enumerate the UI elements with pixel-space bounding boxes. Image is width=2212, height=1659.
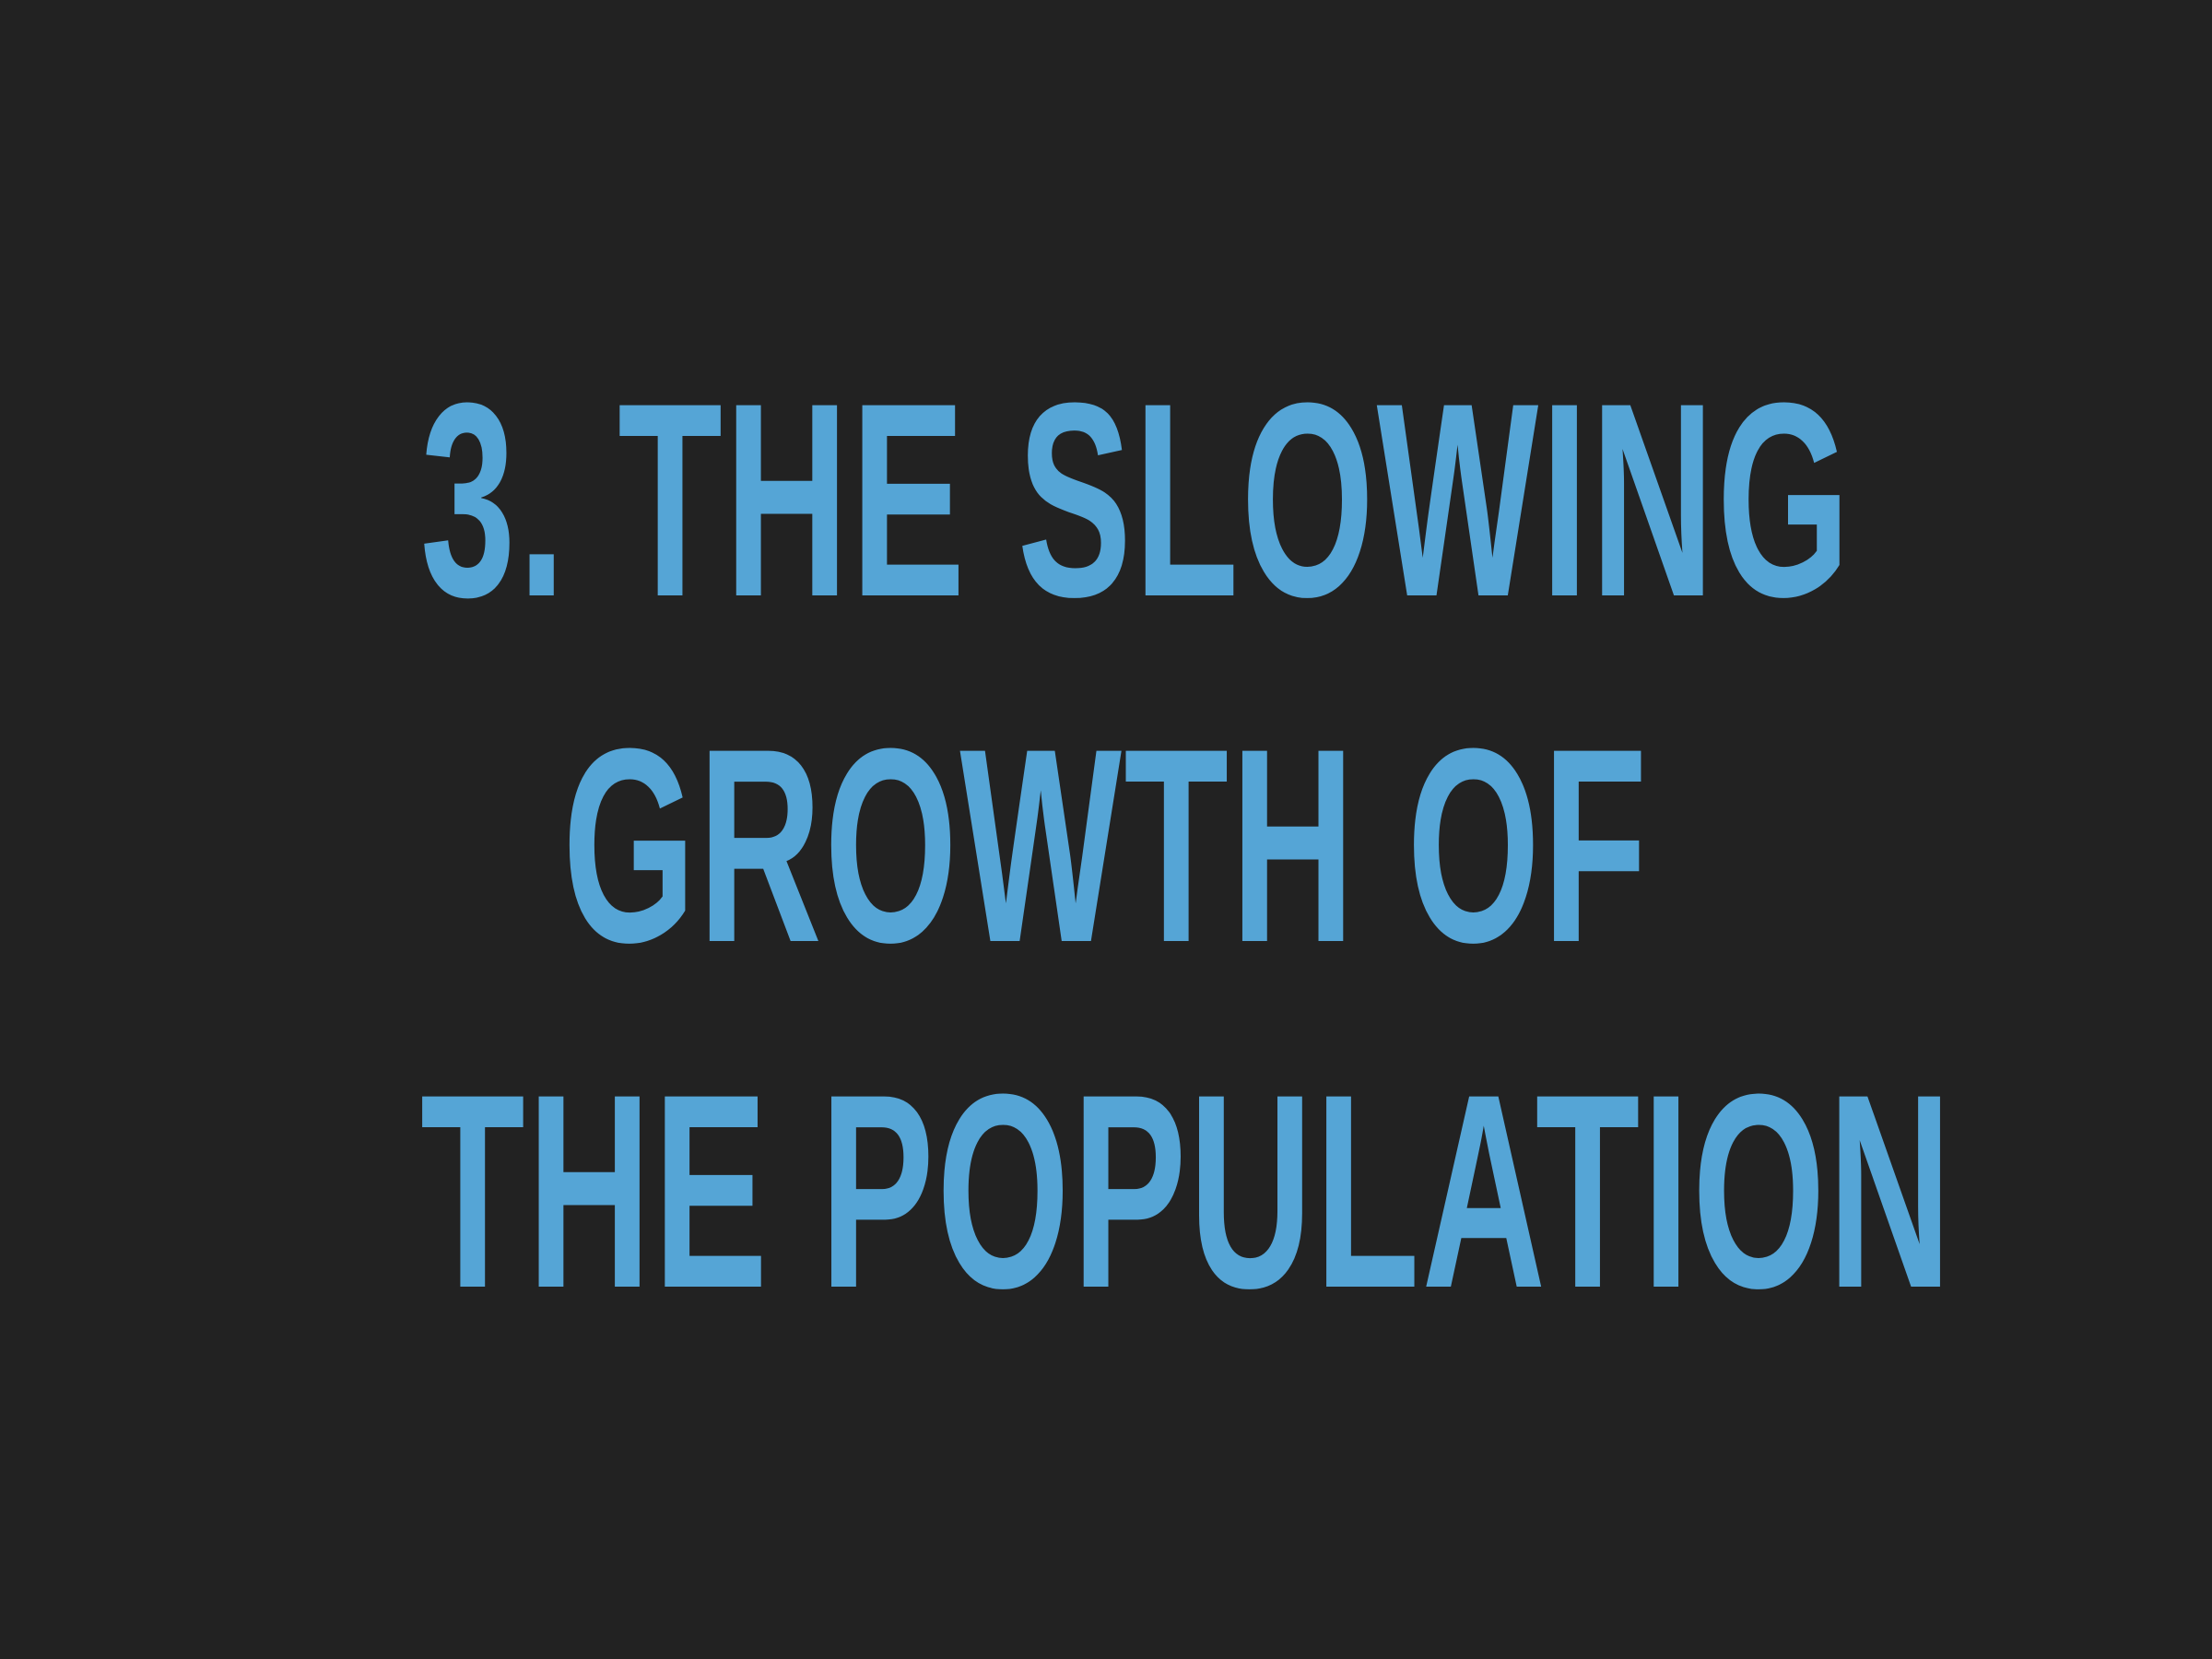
slide-title-line-3: THE POPULATION — [420, 1036, 1954, 1346]
slide-title: 3. THE SLOWING GROWTH OF THE POPULATION — [420, 327, 1954, 1364]
slide-title-line-2: GROWTH OF — [562, 690, 1650, 1000]
slide-title-line-1: 3. THE SLOWING — [420, 345, 1853, 654]
